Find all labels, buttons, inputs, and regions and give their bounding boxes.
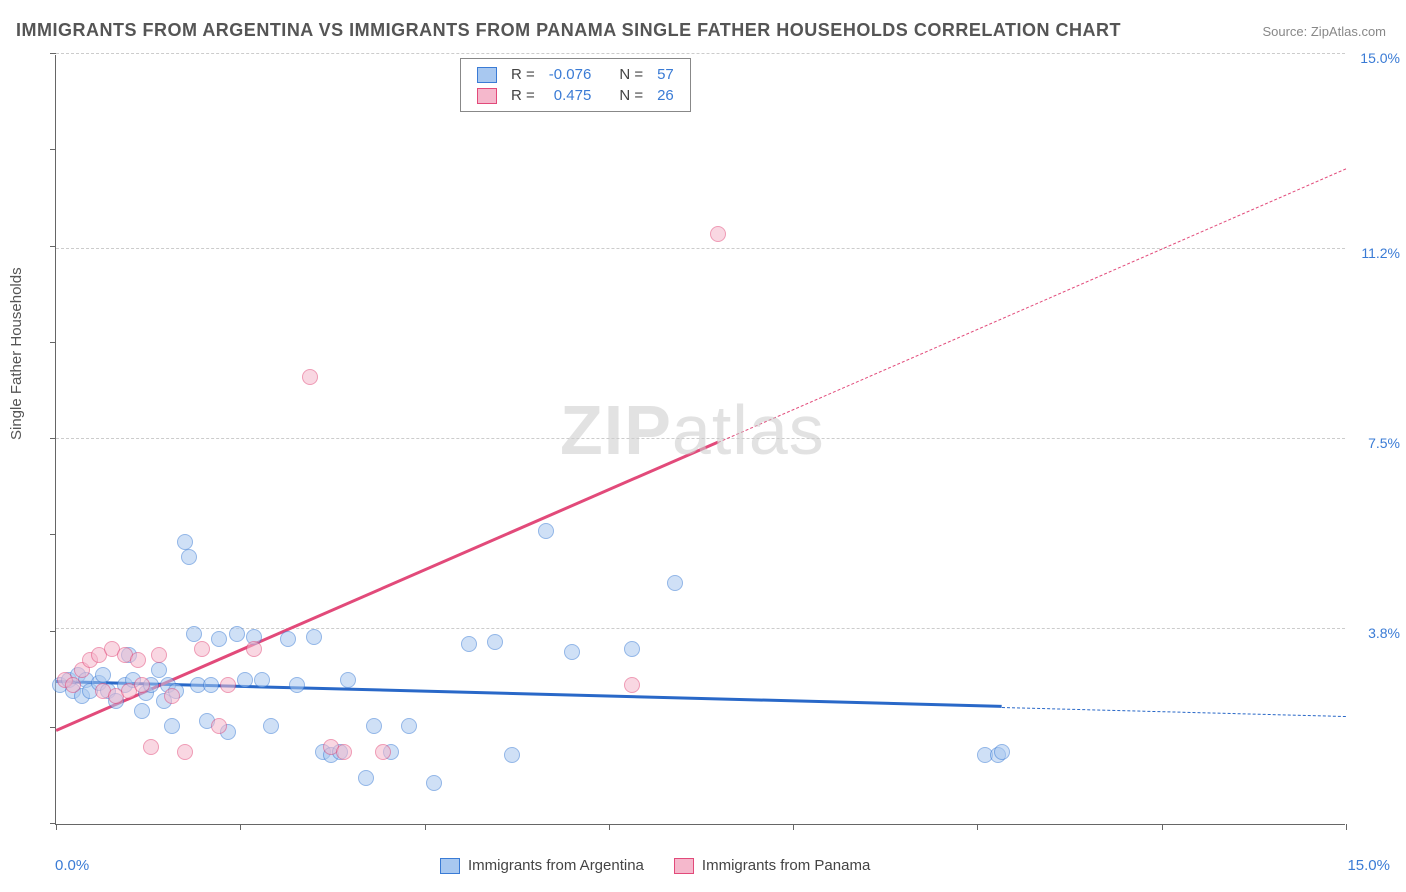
y-tick-mark [50,438,56,439]
legend-n-value: 26 [651,86,680,105]
legend-item: Immigrants from Argentina [440,857,644,874]
scatter-point [504,747,520,763]
y-tick-mark [50,149,56,150]
scatter-point [624,641,640,657]
source-attribution: Source: ZipAtlas.com [1262,24,1386,39]
scatter-point [220,677,236,693]
legend-r-label: R = [505,65,541,84]
y-tick-mark [50,246,56,247]
scatter-point [186,626,202,642]
legend-row: R =-0.076 N =57 [471,65,680,84]
scatter-point [306,629,322,645]
legend-r-label: R = [505,86,541,105]
legend-swatch [674,858,694,874]
scatter-point [130,652,146,668]
legend-label: Immigrants from Panama [702,857,870,874]
x-tick-mark [1162,824,1163,830]
legend-label: Immigrants from Argentina [468,857,644,874]
x-axis-min-label: 0.0% [55,857,89,874]
x-tick-mark [425,824,426,830]
scatter-point [366,718,382,734]
scatter-point [177,534,193,550]
grid-line [56,438,1345,439]
legend-n-value: 57 [651,65,680,84]
scatter-point [151,647,167,663]
legend-swatch [477,67,497,83]
x-tick-mark [1346,824,1347,830]
y-tick-mark [50,53,56,54]
x-tick-mark [609,824,610,830]
trend-line [1002,707,1346,717]
grid-line [56,53,1345,54]
legend-row: R = 0.475 N =26 [471,86,680,105]
scatter-point [667,575,683,591]
grid-line [56,248,1345,249]
y-tick-mark [50,823,56,824]
scatter-point [263,718,279,734]
y-tick-mark [50,534,56,535]
series-legend: Immigrants from Argentina Immigrants from… [440,857,870,874]
legend-r-value: -0.076 [543,65,598,84]
scatter-point [229,626,245,642]
scatter-point [401,718,417,734]
y-tick-label: 7.5% [1350,435,1400,451]
scatter-point [564,644,580,660]
x-tick-mark [977,824,978,830]
scatter-point [289,677,305,693]
y-tick-label: 15.0% [1350,50,1400,66]
scatter-point [164,688,180,704]
scatter-point [487,634,503,650]
scatter-point [203,677,219,693]
scatter-point [65,677,81,693]
x-axis-max-label: 15.0% [1347,857,1390,874]
scatter-point [710,226,726,242]
scatter-point [336,744,352,760]
y-tick-mark [50,631,56,632]
scatter-point [280,631,296,647]
y-tick-label: 11.2% [1350,245,1400,261]
legend-n-label: N = [613,65,649,84]
legend-r-value: 0.475 [543,86,598,105]
legend-swatch [477,88,497,104]
scatter-point [194,641,210,657]
scatter-point [254,672,270,688]
scatter-point [246,641,262,657]
scatter-point [302,369,318,385]
scatter-point [211,631,227,647]
correlation-legend-table: R =-0.076 N =57 R = 0.475 N =26 [469,63,682,107]
scatter-point [340,672,356,688]
scatter-point [237,672,253,688]
y-tick-mark [50,342,56,343]
scatter-point [358,770,374,786]
scatter-point [95,667,111,683]
scatter-point [134,677,150,693]
scatter-point [994,744,1010,760]
scatter-point [538,523,554,539]
scatter-point [151,662,167,678]
legend-item: Immigrants from Panama [674,857,870,874]
y-tick-mark [50,727,56,728]
x-tick-mark [56,824,57,830]
scatter-point [177,744,193,760]
y-axis-label: Single Father Households [8,267,25,440]
scatter-point [624,677,640,693]
legend-n-label: N = [613,86,649,105]
legend-swatch [440,858,460,874]
scatter-point [461,636,477,652]
plot-area: 3.8%7.5%11.2%15.0% [55,55,1345,825]
scatter-point [375,744,391,760]
x-tick-mark [793,824,794,830]
x-tick-mark [240,824,241,830]
scatter-point [164,718,180,734]
chart-title: IMMIGRANTS FROM ARGENTINA VS IMMIGRANTS … [16,20,1121,41]
scatter-point [211,718,227,734]
y-tick-label: 3.8% [1350,625,1400,641]
scatter-point [134,703,150,719]
correlation-legend: R =-0.076 N =57 R = 0.475 N =26 [460,58,691,112]
scatter-point [143,739,159,755]
chart-container: IMMIGRANTS FROM ARGENTINA VS IMMIGRANTS … [0,0,1406,892]
trend-line [718,169,1346,443]
scatter-point [181,549,197,565]
scatter-point [426,775,442,791]
